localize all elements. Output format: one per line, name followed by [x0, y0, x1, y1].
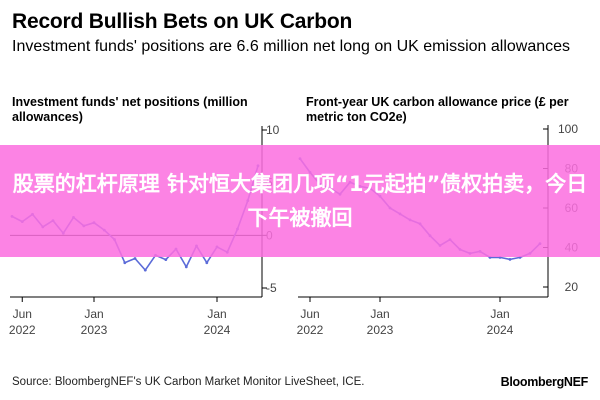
x-tick-label: 2022	[9, 323, 36, 337]
y-tick-label: -5	[266, 281, 277, 295]
overlay-banner: 股票的杠杆原理 针对恒大集团几项“1元起拍”债权拍卖，今日下午被撤回	[0, 145, 600, 257]
data-point	[123, 261, 127, 265]
y-tick-label: 20	[565, 280, 579, 294]
x-tick-label: 2024	[204, 323, 231, 337]
x-tick-label: 2023	[81, 323, 108, 337]
y-tick-label: 100	[558, 122, 578, 136]
data-point	[184, 265, 188, 269]
brand-logo: BloombergNEF	[500, 375, 589, 389]
chart-subtitle: Investment funds' positions are 6.6 mill…	[12, 38, 571, 55]
x-tick-label: 2024	[487, 323, 514, 337]
right-panel-title: Front-year UK carbon allowance price (£ …	[306, 95, 569, 124]
x-tick-label: Jan	[370, 307, 389, 321]
x-tick-label: 2023	[367, 323, 394, 337]
x-tick-label: Jan	[84, 307, 103, 321]
source-note: Source: BloombergNEF's UK Carbon Market …	[12, 376, 365, 388]
x-tick-label: 2022	[297, 323, 324, 337]
overlay-banner-text: 股票的杠杆原理 针对恒大集团几项“1元起拍”债权拍卖，今日下午被撤回	[12, 172, 588, 230]
left-panel-title: Investment funds' net positions (million…	[12, 95, 248, 124]
chart-title: Record Bullish Bets on UK Carbon	[12, 10, 353, 33]
data-point	[133, 257, 137, 260]
x-tick-label: Jun	[300, 307, 319, 321]
y-tick-label: 10	[266, 123, 280, 137]
data-point	[205, 261, 209, 265]
x-tick-label: Jan	[490, 307, 509, 321]
x-tick-label: Jun	[13, 307, 32, 321]
data-point	[143, 268, 147, 272]
data-point	[508, 258, 512, 261]
x-tick-label: Jan	[207, 307, 226, 321]
data-point	[164, 258, 168, 261]
